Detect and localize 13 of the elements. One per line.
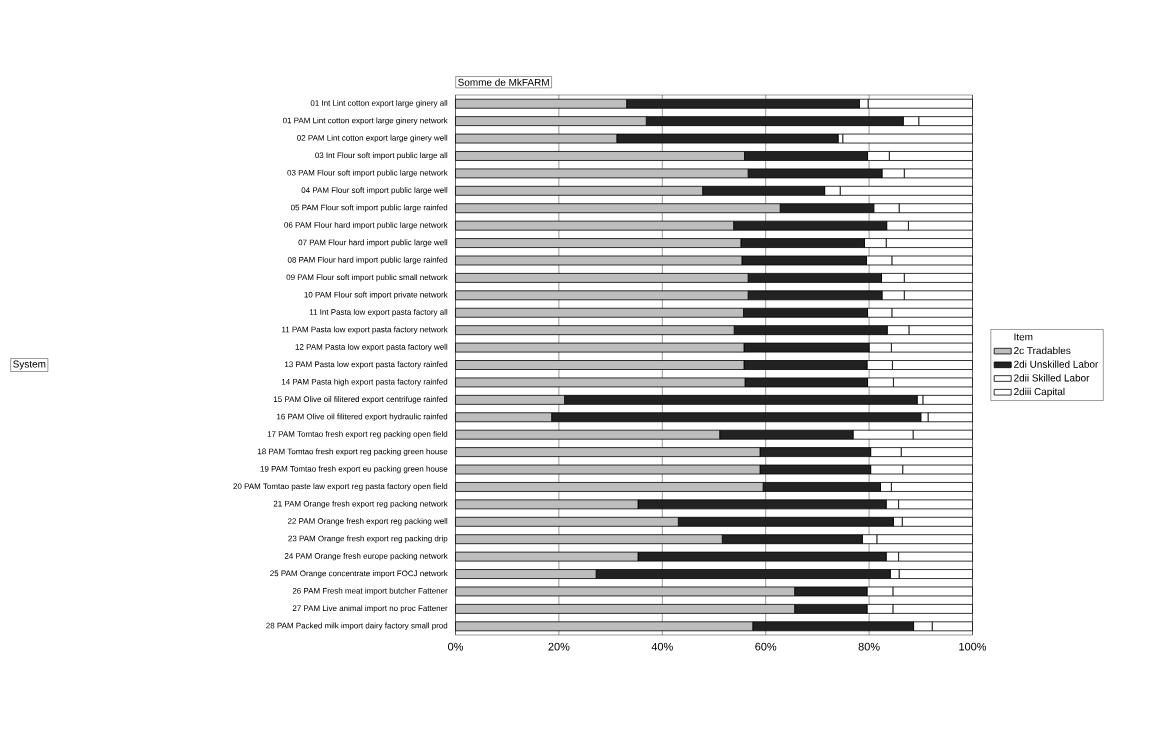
x-tick-label: 100%: [959, 642, 987, 651]
legend-title: Item: [1014, 333, 1033, 341]
x-tick-label: 0%: [448, 642, 464, 651]
x-tick-label: 40%: [651, 642, 673, 651]
legend-label: 2diii Capital: [1014, 387, 1065, 398]
legend-label: 2di Unskilled Labor: [1014, 360, 1099, 368]
x-tick-label: 80%: [858, 642, 880, 651]
chart-title: Somme de MkFARM: [458, 78, 549, 86]
legend-label: 2c Tradables: [1014, 346, 1071, 355]
legend-label: 2dii Skilled Labor: [1014, 374, 1090, 382]
text: System: [13, 360, 46, 370]
x-tick-label: 60%: [755, 642, 777, 651]
x-tick-label: 20%: [548, 642, 570, 651]
